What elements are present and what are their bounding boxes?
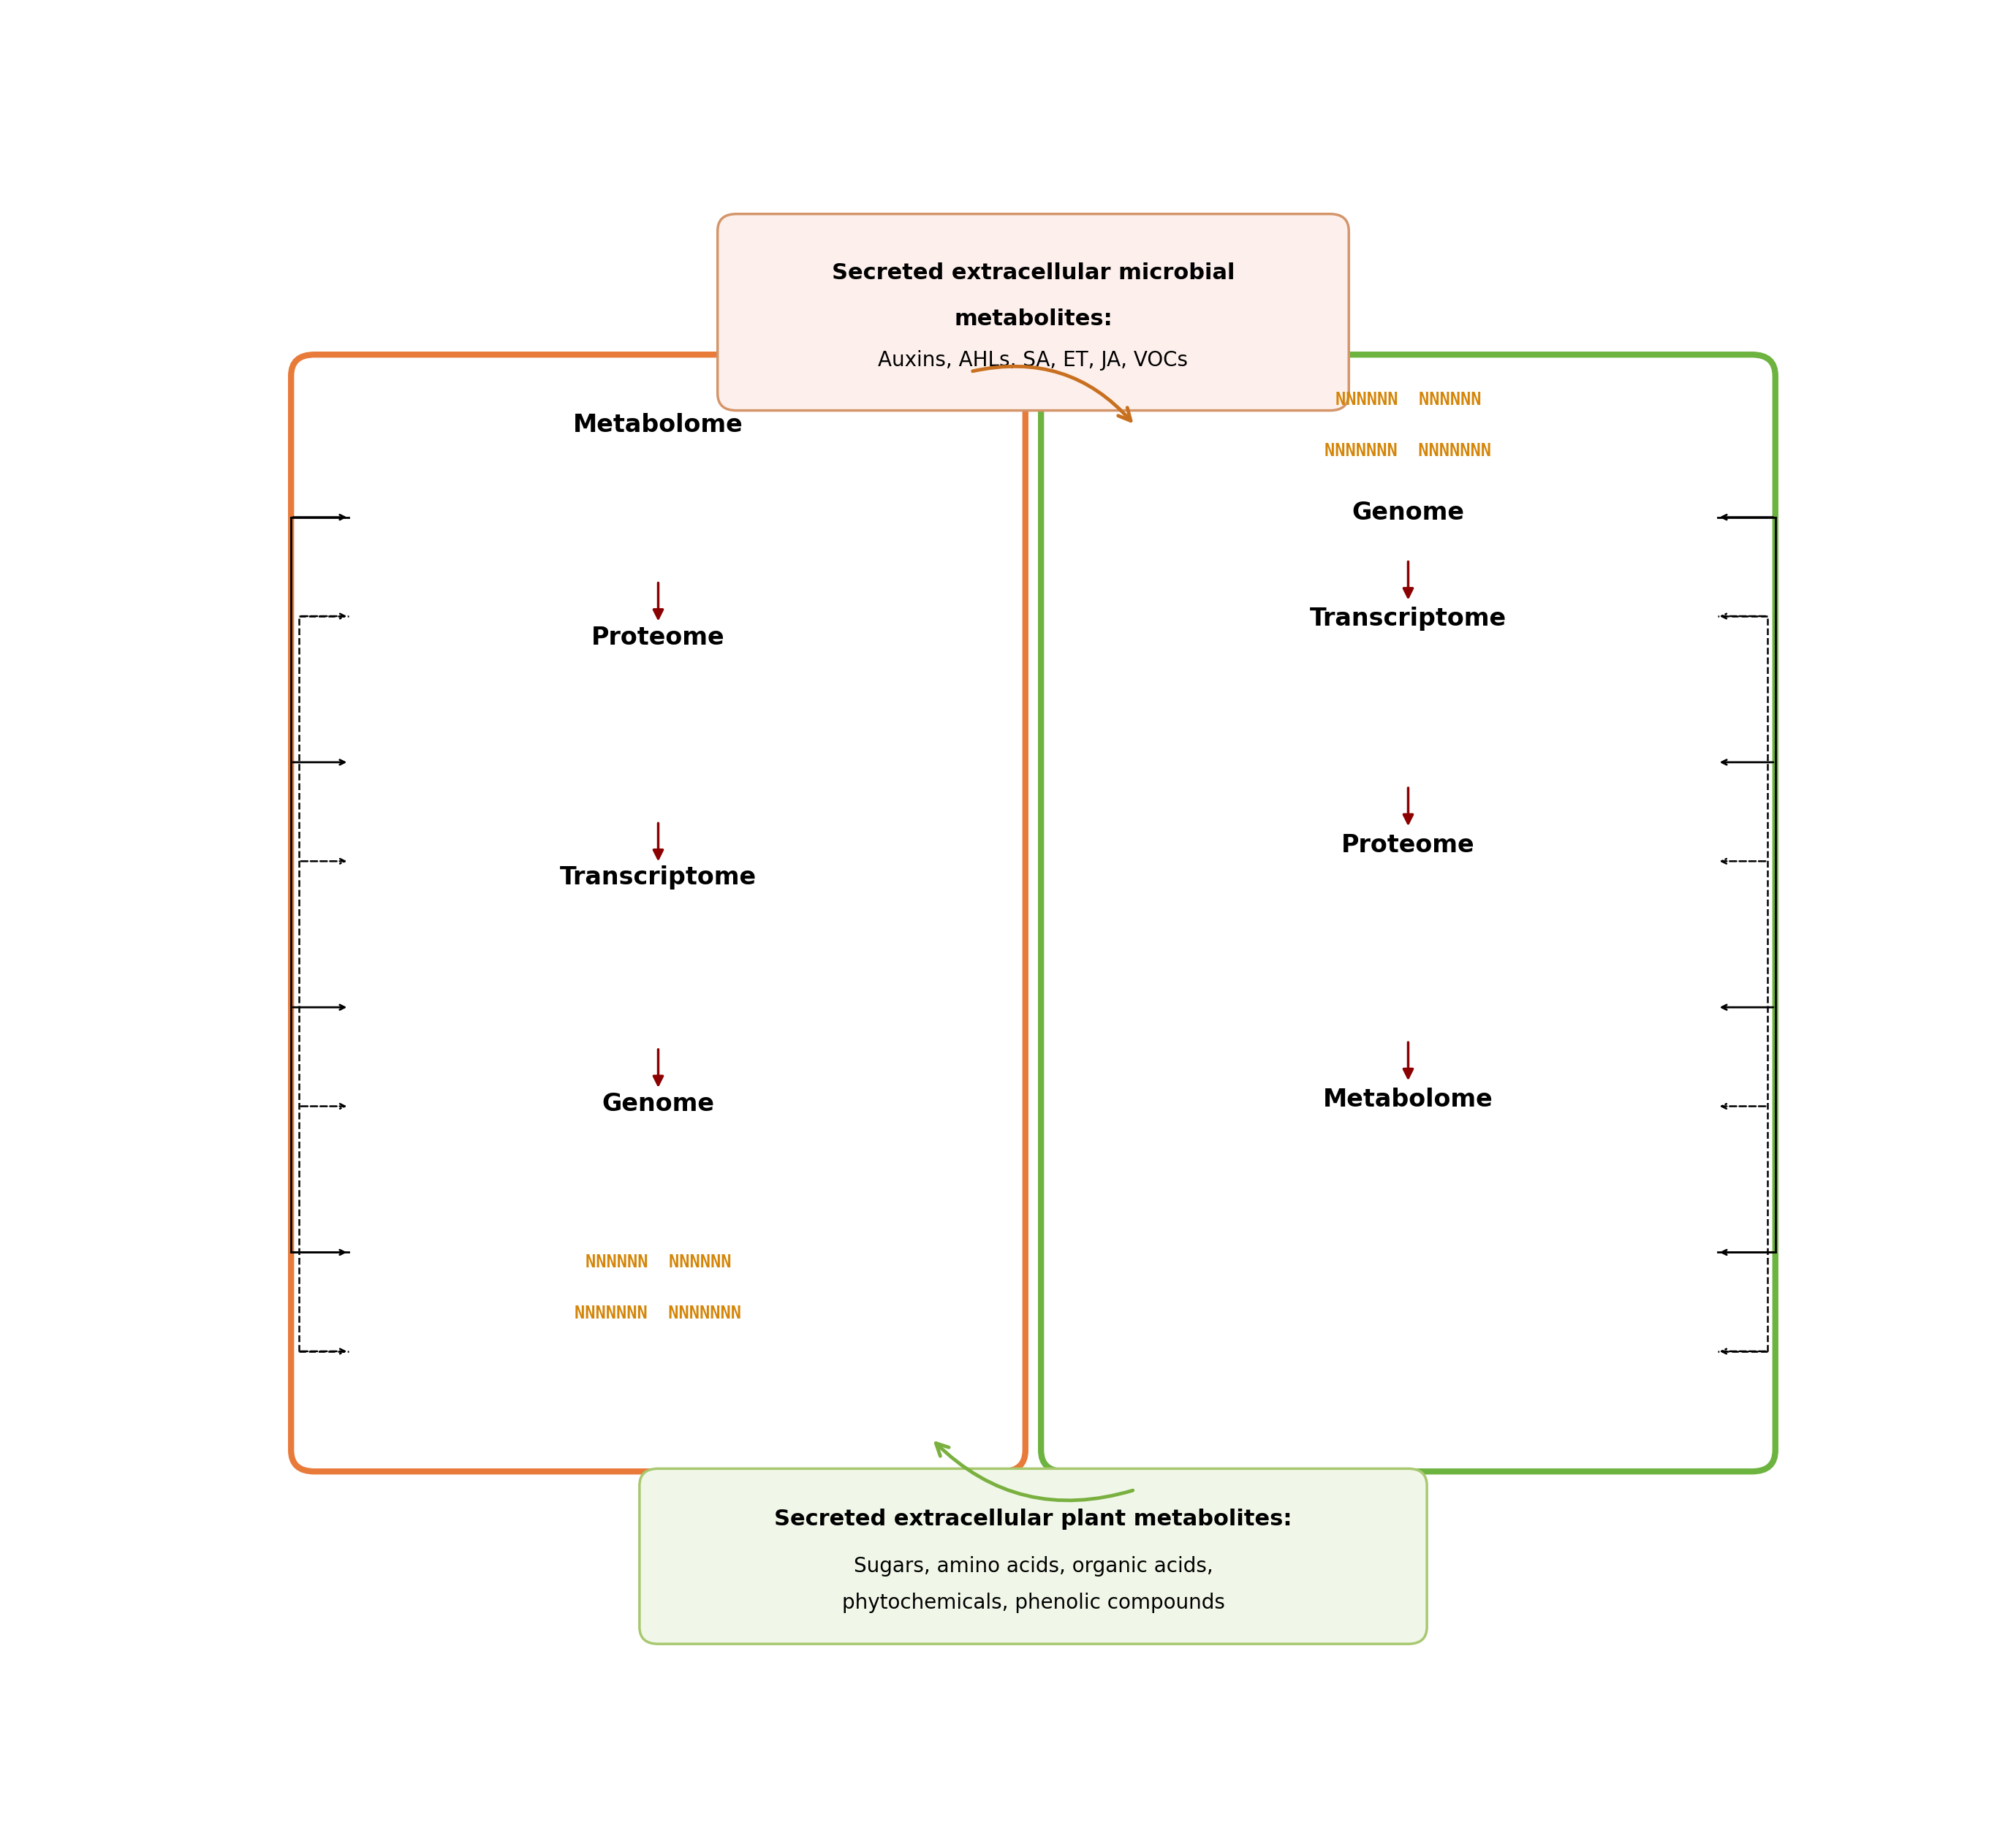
FancyBboxPatch shape bbox=[290, 354, 1026, 1471]
Ellipse shape bbox=[476, 988, 516, 1015]
Bar bbox=[1411, 1037, 1470, 1054]
Ellipse shape bbox=[1431, 606, 1484, 632]
Text: NNNNNN  NNNNNN: NNNNNN NNNNNN bbox=[585, 1254, 732, 1271]
Text: NNNNNNN  NNNNNNN: NNNNNNN NNNNNNN bbox=[1325, 442, 1492, 459]
Bar bbox=[478, 810, 532, 826]
Ellipse shape bbox=[504, 1041, 619, 1081]
Ellipse shape bbox=[780, 894, 831, 920]
Ellipse shape bbox=[1534, 635, 1643, 670]
Ellipse shape bbox=[1284, 610, 1357, 663]
Text: Secreted extracellular plant metabolites:: Secreted extracellular plant metabolites… bbox=[774, 1507, 1292, 1529]
Ellipse shape bbox=[726, 907, 823, 962]
Ellipse shape bbox=[780, 896, 825, 929]
Text: Secreted extracellular microbial: Secreted extracellular microbial bbox=[833, 263, 1234, 283]
Text: Transcriptome: Transcriptome bbox=[1310, 608, 1506, 632]
FancyBboxPatch shape bbox=[718, 215, 1349, 411]
FancyBboxPatch shape bbox=[639, 1469, 1427, 1643]
Bar bbox=[823, 665, 905, 681]
Text: Transcriptome: Transcriptome bbox=[560, 865, 756, 890]
Bar bbox=[514, 852, 613, 870]
Text: Proteome: Proteome bbox=[1341, 834, 1476, 857]
Bar bbox=[538, 619, 587, 635]
Bar bbox=[597, 731, 673, 747]
Ellipse shape bbox=[1566, 740, 1627, 769]
Ellipse shape bbox=[675, 903, 728, 927]
Ellipse shape bbox=[1312, 599, 1371, 632]
Ellipse shape bbox=[1421, 696, 1484, 725]
Bar bbox=[1439, 929, 1510, 946]
Text: NNNNNNN  NNNNNNN: NNNNNNN NNNNNNN bbox=[575, 1304, 742, 1322]
Text: metabolites:: metabolites: bbox=[954, 308, 1113, 330]
Ellipse shape bbox=[1339, 659, 1415, 700]
Ellipse shape bbox=[718, 903, 827, 944]
FancyBboxPatch shape bbox=[1040, 354, 1776, 1471]
Text: Genome: Genome bbox=[1353, 501, 1464, 525]
Bar bbox=[1183, 859, 1286, 876]
Ellipse shape bbox=[1383, 705, 1470, 749]
Bar bbox=[407, 643, 460, 661]
Text: Metabolome: Metabolome bbox=[1322, 1087, 1494, 1113]
Bar bbox=[1429, 912, 1486, 929]
Bar bbox=[683, 727, 744, 744]
Ellipse shape bbox=[480, 975, 542, 1006]
Text: Proteome: Proteome bbox=[591, 626, 726, 650]
Ellipse shape bbox=[1375, 648, 1425, 679]
Ellipse shape bbox=[1599, 624, 1643, 654]
Bar bbox=[1270, 852, 1359, 868]
Text: Auxins, AHLs, SA, ET, JA, VOCs: Auxins, AHLs, SA, ET, JA, VOCs bbox=[879, 351, 1187, 371]
Ellipse shape bbox=[818, 912, 869, 946]
Bar bbox=[1175, 828, 1264, 845]
Bar bbox=[722, 714, 772, 731]
Ellipse shape bbox=[631, 912, 720, 947]
Ellipse shape bbox=[1379, 613, 1478, 663]
Ellipse shape bbox=[573, 1028, 619, 1061]
Text: Genome: Genome bbox=[603, 1092, 714, 1116]
Bar bbox=[1558, 935, 1659, 951]
Text: phytochemicals, phenolic compounds: phytochemicals, phenolic compounds bbox=[843, 1592, 1224, 1612]
Text: Sugars, amino acids, organic acids,: Sugars, amino acids, organic acids, bbox=[853, 1557, 1214, 1577]
Ellipse shape bbox=[1262, 745, 1369, 788]
Text: NNNNNN  NNNNNN: NNNNNN NNNNNN bbox=[1335, 391, 1482, 409]
Ellipse shape bbox=[762, 924, 865, 977]
Bar bbox=[1345, 1013, 1415, 1030]
Ellipse shape bbox=[1318, 736, 1375, 764]
Ellipse shape bbox=[409, 997, 518, 1045]
Text: Metabolome: Metabolome bbox=[573, 413, 744, 437]
Ellipse shape bbox=[437, 984, 530, 1037]
Ellipse shape bbox=[1514, 749, 1617, 802]
